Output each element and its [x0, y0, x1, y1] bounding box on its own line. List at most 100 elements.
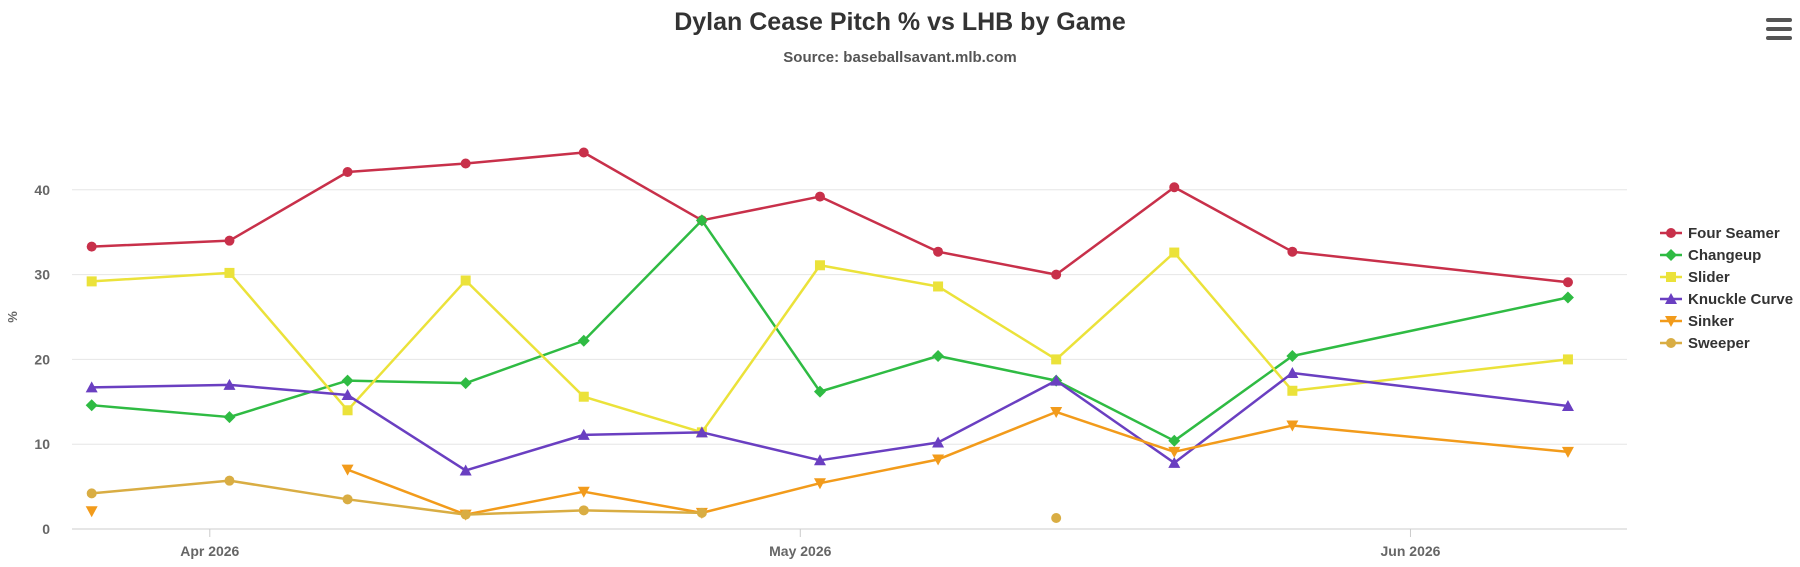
- data-point[interactable]: [814, 191, 825, 202]
- legend: Four Seamer Changeup Slider Knuckle Curve Si…: [1660, 225, 1793, 352]
- data-point[interactable]: [342, 494, 353, 505]
- x-tick-label: Apr 2026: [180, 543, 239, 559]
- series-sweeper: [86, 475, 1062, 523]
- legend-marker: [1665, 316, 1677, 327]
- data-point[interactable]: [1051, 512, 1062, 523]
- legend-item-changeup[interactable]: Changeup: [1660, 247, 1761, 264]
- data-point[interactable]: [1168, 434, 1181, 447]
- data-point[interactable]: [932, 350, 945, 363]
- legend-label: Sinker: [1688, 313, 1734, 330]
- data-point[interactable]: [1051, 354, 1062, 365]
- data-point[interactable]: [86, 241, 97, 252]
- data-point[interactable]: [1051, 269, 1062, 280]
- legend-label: Knuckle Curve: [1688, 291, 1793, 308]
- data-point[interactable]: [1168, 446, 1181, 458]
- data-point[interactable]: [813, 478, 826, 490]
- data-point[interactable]: [814, 260, 825, 271]
- legend-marker: [1666, 338, 1676, 348]
- series-changeup: [85, 214, 1574, 447]
- data-point[interactable]: [224, 267, 235, 278]
- data-point[interactable]: [1287, 385, 1298, 396]
- data-point[interactable]: [578, 147, 589, 158]
- data-point[interactable]: [933, 281, 944, 292]
- legend-item-slider[interactable]: Slider: [1660, 269, 1730, 286]
- data-point[interactable]: [578, 391, 589, 402]
- legend-label: Four Seamer: [1688, 225, 1780, 242]
- data-point[interactable]: [342, 405, 353, 416]
- y-tick-label: 10: [34, 436, 50, 452]
- data-point[interactable]: [1562, 277, 1573, 288]
- data-point[interactable]: [459, 464, 472, 476]
- data-point[interactable]: [223, 411, 236, 424]
- legend-label: Sweeper: [1688, 335, 1750, 352]
- data-point[interactable]: [1286, 350, 1299, 363]
- data-point[interactable]: [224, 235, 235, 246]
- data-point[interactable]: [578, 505, 589, 516]
- data-point[interactable]: [577, 486, 590, 498]
- hamburger-menu-icon[interactable]: [1766, 18, 1792, 42]
- legend-label: Slider: [1688, 269, 1730, 286]
- series-slider: [86, 247, 1573, 438]
- data-point[interactable]: [85, 506, 98, 518]
- data-point[interactable]: [1561, 291, 1574, 304]
- data-point[interactable]: [1169, 182, 1180, 193]
- data-point[interactable]: [696, 507, 707, 518]
- data-point[interactable]: [577, 428, 590, 440]
- data-point[interactable]: [342, 166, 353, 177]
- data-point[interactable]: [341, 374, 354, 387]
- data-point[interactable]: [813, 385, 826, 398]
- y-tick-label: 30: [34, 267, 50, 283]
- legend-marker: [1665, 249, 1677, 261]
- data-point[interactable]: [460, 275, 471, 286]
- series-sinker: [85, 406, 1574, 521]
- legend-item-sweeper[interactable]: Sweeper: [1660, 335, 1750, 352]
- data-point[interactable]: [341, 464, 354, 476]
- data-point[interactable]: [577, 334, 590, 347]
- legend-marker: [1666, 228, 1676, 238]
- series-line: [90, 219, 1570, 443]
- data-point[interactable]: [813, 454, 826, 466]
- data-point[interactable]: [85, 381, 98, 393]
- data-point[interactable]: [1562, 354, 1573, 365]
- legend-marker: [1666, 272, 1676, 282]
- data-point[interactable]: [86, 276, 97, 287]
- series-line: [346, 410, 1570, 516]
- series-line: [90, 479, 704, 516]
- legend-item-sinker[interactable]: Sinker: [1660, 313, 1734, 330]
- legend-item-four-seamer[interactable]: Four Seamer: [1660, 225, 1780, 242]
- y-tick-label: 0: [42, 521, 50, 537]
- data-point[interactable]: [460, 509, 471, 520]
- series-line: [90, 251, 1570, 434]
- data-point[interactable]: [86, 488, 97, 499]
- chart-title: Dylan Cease Pitch % vs LHB by Game: [674, 8, 1126, 36]
- data-point[interactable]: [1561, 446, 1574, 458]
- data-point[interactable]: [1561, 400, 1574, 412]
- legend-item-knuckle-curve[interactable]: Knuckle Curve: [1660, 291, 1793, 308]
- data-point[interactable]: [459, 377, 472, 390]
- data-point[interactable]: [85, 399, 98, 412]
- y-tick-label: 40: [34, 182, 50, 198]
- data-point[interactable]: [933, 246, 944, 257]
- x-tick-label: May 2026: [769, 543, 831, 559]
- data-point[interactable]: [695, 214, 708, 227]
- data-point[interactable]: [932, 436, 945, 448]
- data-point[interactable]: [1050, 406, 1063, 418]
- data-point[interactable]: [1168, 456, 1181, 468]
- axes: 0 10 20 30 40 Apr 2026 May 2026 Jun 2026%: [5, 182, 1627, 559]
- data-point[interactable]: [1286, 420, 1299, 432]
- data-point[interactable]: [224, 475, 235, 486]
- series-line: [90, 151, 1570, 284]
- data-point[interactable]: [223, 378, 236, 390]
- data-point[interactable]: [695, 426, 708, 438]
- data-point[interactable]: [1169, 247, 1180, 258]
- data-point[interactable]: [341, 389, 354, 401]
- grid-lines: [72, 189, 1627, 445]
- data-point[interactable]: [932, 454, 945, 466]
- legend-marker: [1665, 293, 1677, 304]
- data-point[interactable]: [1286, 366, 1299, 378]
- data-point[interactable]: [460, 158, 471, 169]
- x-tick-label: Jun 2026: [1381, 543, 1441, 559]
- data-point[interactable]: [1050, 374, 1063, 386]
- data-point[interactable]: [1287, 246, 1298, 257]
